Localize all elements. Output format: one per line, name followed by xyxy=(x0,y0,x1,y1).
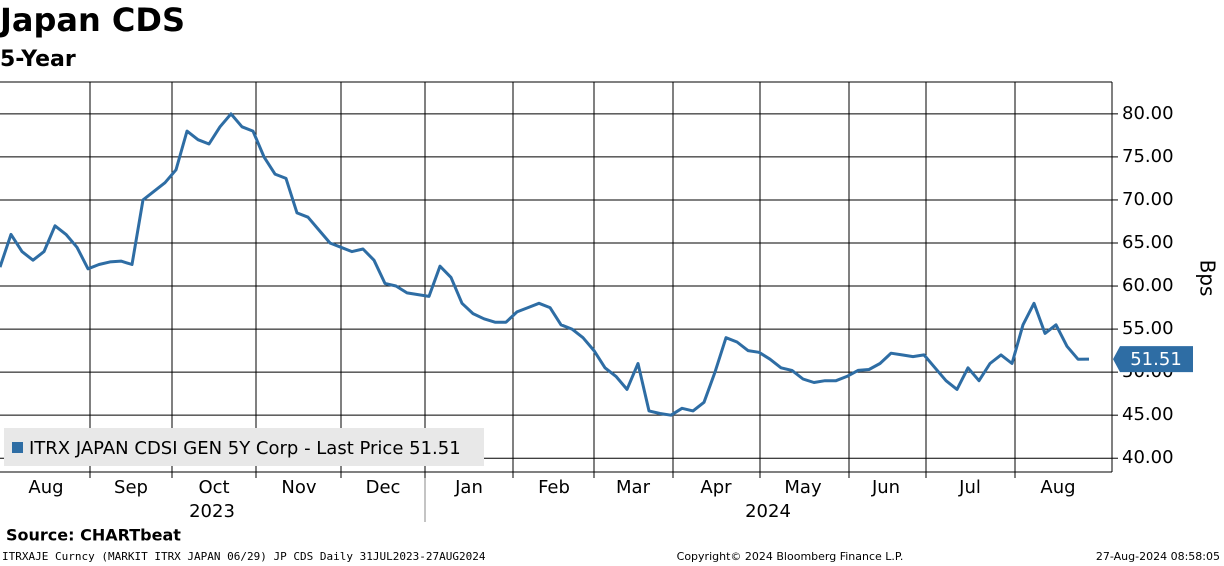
legend-box xyxy=(4,428,484,466)
y-tick-label: 70.00 xyxy=(1122,189,1174,210)
x-tick-label: Mar xyxy=(616,477,651,498)
x-tick-label: Jan xyxy=(454,477,483,498)
y-tick-label: 45.00 xyxy=(1122,404,1174,425)
source: Source: CHARTbeat xyxy=(6,526,181,545)
y-axis-label: Bps xyxy=(1196,260,1220,297)
y-tick-label: 75.00 xyxy=(1122,146,1174,167)
y-tick-label: 65.00 xyxy=(1122,232,1174,253)
year-label: 2023 xyxy=(189,501,235,522)
x-tick-label: May xyxy=(784,477,822,498)
year-label: 2024 xyxy=(745,501,791,522)
x-tick-label: Jul xyxy=(958,477,981,498)
x-tick-label: Sep xyxy=(114,477,148,498)
legend-swatch xyxy=(12,442,23,453)
chart-title: Japan CDS xyxy=(0,1,185,39)
x-tick-label: Aug xyxy=(28,477,63,498)
x-tick-label: Dec xyxy=(366,477,401,498)
x-tick-label: Nov xyxy=(281,477,316,498)
footer-center: Copyright© 2024 Bloomberg Finance L.P. xyxy=(677,550,904,563)
chart-subtitle: 5-Year xyxy=(0,47,76,72)
x-tick-label: Oct xyxy=(198,477,229,498)
y-tick-label: 55.00 xyxy=(1122,318,1174,339)
last-price-tag xyxy=(1113,346,1193,373)
x-tick-label: Feb xyxy=(538,477,570,498)
footer-right: 27-Aug-2024 08:58:05 xyxy=(1096,550,1220,563)
x-tick-label: Jun xyxy=(871,477,900,498)
y-tick-label: 80.00 xyxy=(1122,103,1174,124)
y-tick-label: 40.00 xyxy=(1122,447,1174,468)
legend-label: ITRX JAPAN CDSI GEN 5Y Corp - Last Price… xyxy=(29,438,461,459)
last-price-label: 51.51 xyxy=(1130,349,1182,370)
y-tick-label: 60.00 xyxy=(1122,275,1174,296)
price-line xyxy=(0,112,1090,417)
x-tick-label: Apr xyxy=(700,477,732,498)
footer-left: ITRXAJE Curncy (MARKIT ITRX JAPAN 06/29)… xyxy=(2,550,486,563)
x-tick-label: Aug xyxy=(1040,477,1075,498)
